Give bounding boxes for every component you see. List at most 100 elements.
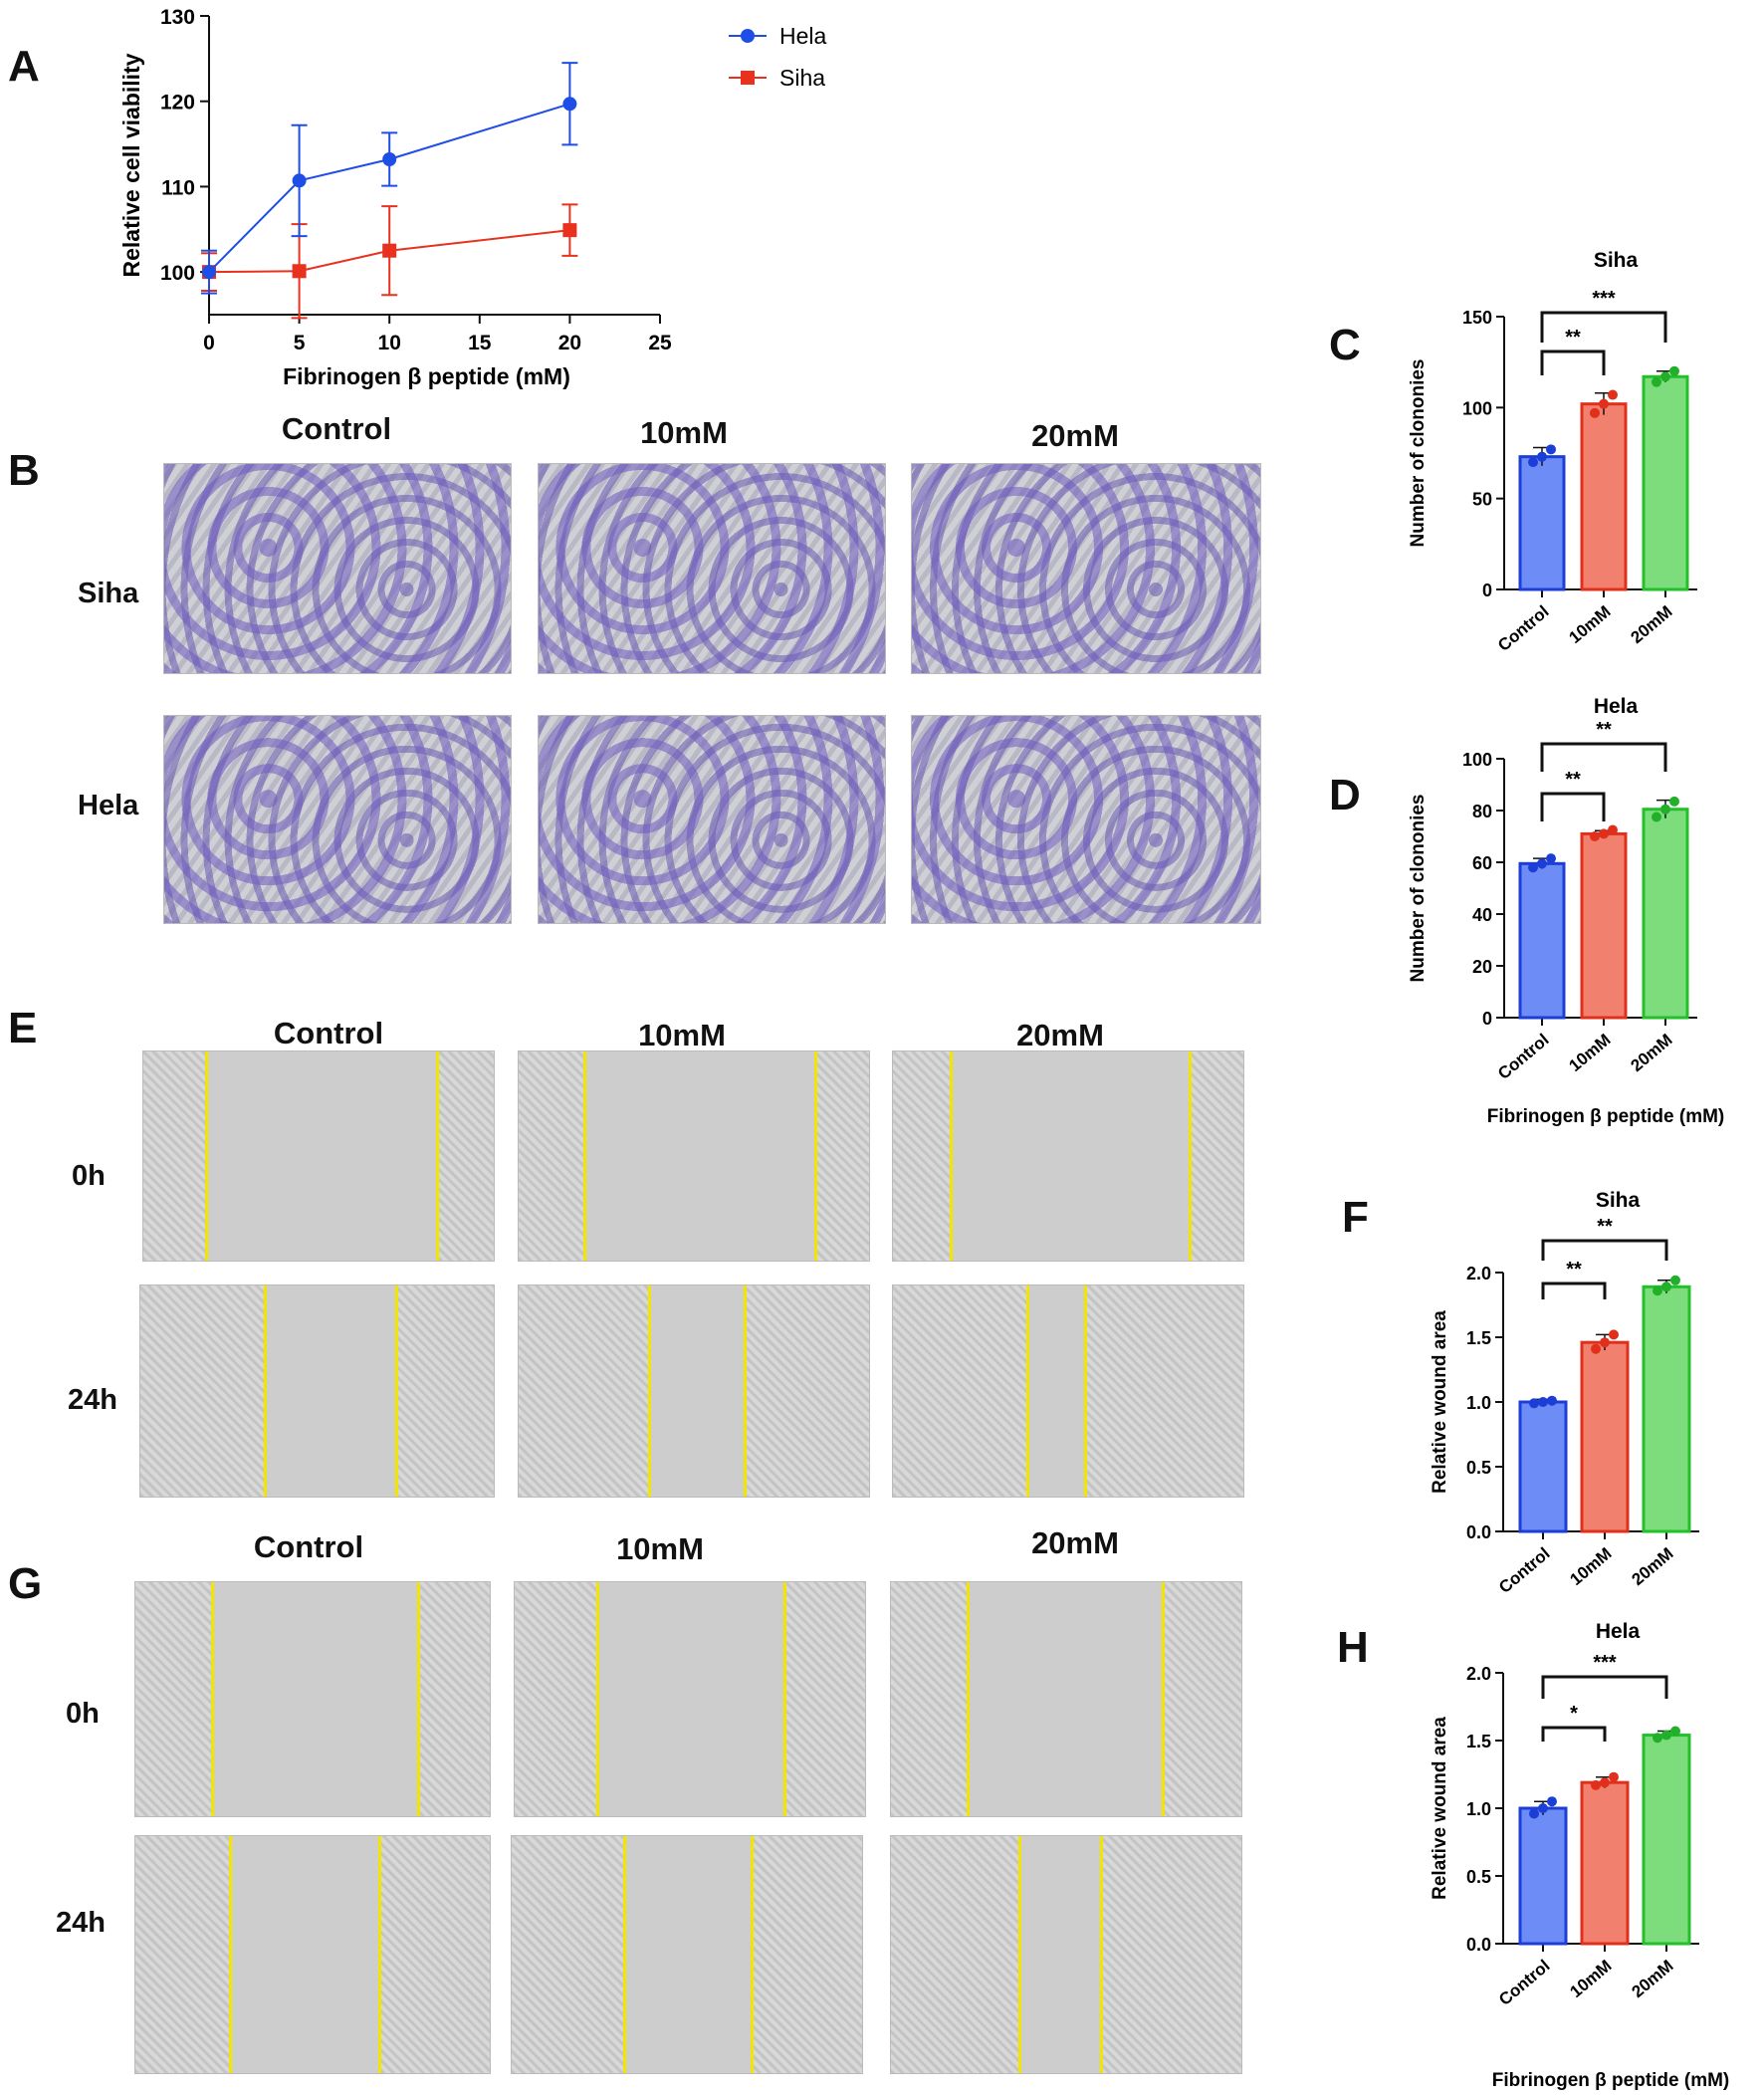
c-y-tick-label: 150	[1462, 308, 1492, 328]
d-y-tick-label: 80	[1472, 802, 1492, 821]
h-data-point	[1538, 1803, 1548, 1813]
f-data-point	[1661, 1282, 1671, 1292]
c-data-point	[1652, 376, 1661, 387]
a-line-siha	[208, 229, 570, 274]
a-legend-label-siha: Siha	[779, 65, 825, 91]
e-col-20mm: 20mM	[1016, 1018, 1104, 1052]
h-y-axis-title: Relative wound area	[1430, 1717, 1450, 1900]
g-col-10mm: 10mM	[616, 1531, 704, 1566]
e-col-control: Control	[273, 1016, 384, 1050]
a-x-tick-label: 5	[294, 332, 306, 354]
c-sig-label: ***	[1592, 288, 1616, 310]
f-bar-10mm	[1580, 1340, 1630, 1533]
h-x-axis-title: Fibrinogen β peptide (mM)	[1492, 2070, 1730, 2091]
h-sig-bracket	[1541, 1726, 1607, 1742]
chart-a-viability: 0 5 10 15 20 25 100 110 120 130 Fibrinogen β pepti…	[118, 6, 827, 389]
h-data-point	[1661, 1730, 1671, 1741]
micrograph-g-0h-10mm	[514, 1581, 866, 1817]
h-data-point	[1670, 1726, 1680, 1737]
f-sig-bracket	[1541, 1239, 1668, 1261]
a-y-axis-title: Relative cell viability	[118, 53, 144, 277]
a-point-siha	[562, 223, 577, 238]
d-x-tick-label: 10mM	[1565, 1031, 1614, 1076]
h-x-tick-label: Control	[1495, 1957, 1554, 2009]
c-y-tick-label: 50	[1472, 490, 1492, 510]
a-y-tick-label: 130	[160, 6, 195, 29]
micrograph-b-hela-control	[163, 715, 512, 924]
chart-h-hela-wound: Hela 0.0 0.5 1.0 1.5 2.0 Relative wound area Co…	[1430, 1620, 1730, 2091]
f-y-axis-title: Relative wound area	[1430, 1310, 1450, 1494]
a-x-tick-label: 15	[468, 332, 492, 354]
d-y-tick-label: 0	[1482, 1009, 1492, 1029]
d-data-point	[1590, 831, 1600, 841]
h-x-tick-label: 10mM	[1566, 1957, 1615, 2002]
f-data-point	[1529, 1398, 1539, 1409]
a-y-tick-label: 120	[160, 92, 195, 115]
b-col-control: Control	[281, 411, 392, 446]
b-row-hela: Hela	[78, 790, 139, 821]
f-bar-control	[1518, 1400, 1568, 1533]
h-bar-10mm	[1580, 1780, 1630, 1946]
a-y-tick-label: 100	[160, 262, 195, 285]
c-x-tick-label: Control	[1494, 602, 1553, 655]
h-x-tick-label: 20mM	[1628, 1957, 1676, 2002]
c-sig-bracket	[1540, 350, 1606, 375]
h-bar-20mm	[1642, 1734, 1691, 1946]
h-bar-control	[1518, 1806, 1568, 1946]
d-x-tick-label: Control	[1494, 1031, 1553, 1083]
micrograph-g-24h-10mm	[511, 1835, 863, 2074]
d-data-point	[1546, 853, 1556, 864]
f-data-point	[1538, 1397, 1548, 1407]
a-x-tick-label: 25	[648, 332, 672, 354]
d-y-tick-label: 60	[1472, 853, 1492, 873]
a-point-siha	[382, 243, 397, 258]
g-row-0h: 0h	[66, 1698, 100, 1730]
c-y-axis-title: Number of clononies	[1408, 359, 1429, 548]
f-y-tick-label: 1.5	[1466, 1328, 1491, 1348]
c-y-tick-label: 0	[1482, 581, 1492, 600]
f-y-tick-label: 0.0	[1466, 1522, 1491, 1542]
b-col-10mm: 10mM	[640, 415, 728, 450]
c-data-point	[1669, 365, 1679, 376]
panel-label-g: G	[8, 1559, 43, 1608]
a-x-tick-label: 0	[203, 332, 215, 354]
a-point-hela	[562, 97, 577, 112]
panel-label-f: F	[1342, 1193, 1369, 1242]
c-data-point	[1660, 371, 1670, 382]
micrograph-b-siha-20mm	[911, 463, 1261, 674]
a-point-siha	[292, 264, 307, 279]
c-sig-bracket	[1540, 311, 1667, 343]
micrograph-e-24h-20mm	[892, 1284, 1244, 1498]
f-data-point	[1609, 1329, 1619, 1340]
chart-c-siha-colonies: Siha 0 50 100 150 Number of clononies Control 1…	[1408, 249, 1697, 655]
d-chart-title: Hela	[1594, 695, 1639, 718]
a-legend-marker-hela	[741, 29, 755, 43]
h-sig-label: ***	[1593, 1652, 1617, 1674]
micrograph-g-24h-20mm	[890, 1835, 1242, 2074]
micrograph-g-0h-control	[134, 1581, 491, 1817]
f-sig-label: **	[1566, 1259, 1582, 1281]
f-x-tick-label: 20mM	[1628, 1544, 1676, 1590]
d-bar-10mm	[1580, 831, 1628, 1020]
f-y-tick-label: 2.0	[1466, 1264, 1491, 1283]
a-legend-marker-siha	[741, 71, 755, 85]
c-bar-10mm	[1580, 402, 1628, 591]
a-y-tick-label: 110	[161, 176, 195, 199]
micrograph-b-hela-10mm	[538, 715, 886, 924]
micrograph-e-0h-20mm	[892, 1050, 1244, 1262]
f-data-point	[1591, 1343, 1601, 1354]
h-sig-bracket	[1541, 1675, 1668, 1699]
f-data-point	[1547, 1395, 1557, 1406]
a-x-axis-title: Fibrinogen β peptide (mM)	[283, 363, 570, 389]
e-row-0h: 0h	[72, 1160, 106, 1192]
a-line-hela	[208, 103, 570, 273]
h-y-tick-label: 1.5	[1466, 1732, 1491, 1751]
d-sig-bracket	[1540, 792, 1606, 821]
d-data-point	[1528, 862, 1538, 873]
d-x-tick-label: 20mM	[1627, 1031, 1675, 1076]
d-data-point	[1599, 828, 1609, 839]
c-x-tick-label: 10mM	[1565, 602, 1614, 648]
d-x-axis-title: Fibrinogen β peptide (mM)	[1487, 1106, 1725, 1127]
f-x-tick-label: Control	[1495, 1544, 1554, 1597]
a-point-hela	[202, 265, 216, 280]
